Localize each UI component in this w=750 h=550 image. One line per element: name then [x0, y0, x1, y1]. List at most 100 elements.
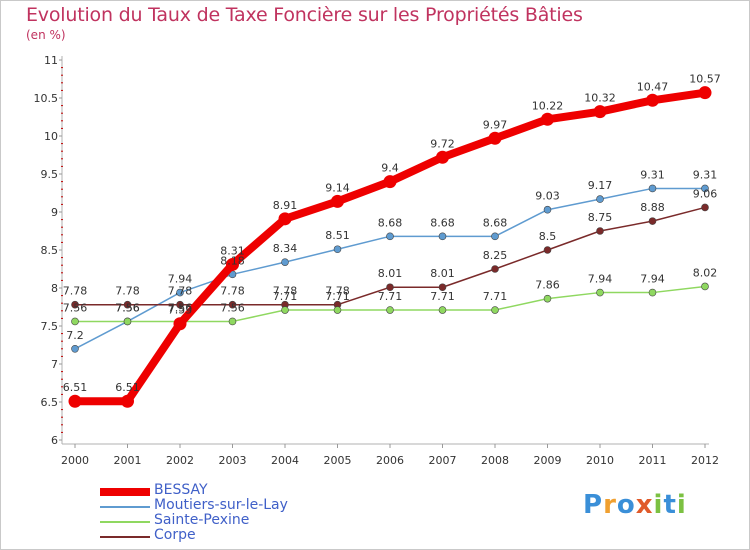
y-tick-label: 10.5	[34, 92, 59, 105]
data-label: 7.2	[66, 329, 84, 342]
legend-swatch	[100, 536, 150, 538]
data-label: 9.72	[430, 137, 455, 150]
y-tick-label: 7.5	[41, 320, 59, 333]
data-label: 9.31	[640, 168, 665, 181]
data-label: 8.88	[640, 201, 665, 214]
data-label: 8.68	[483, 216, 508, 229]
x-tick-label: 2003	[219, 454, 247, 467]
data-point	[71, 344, 79, 353]
y-tick-label: 9	[51, 206, 58, 219]
data-point	[543, 294, 552, 303]
data-point	[383, 175, 397, 189]
data-point	[228, 300, 237, 309]
y-tick-label: 8	[51, 282, 58, 295]
data-point	[648, 217, 657, 225]
logo-letter: P	[583, 490, 604, 520]
data-point	[173, 317, 187, 331]
data-label: 7.71	[378, 290, 403, 303]
y-tick-label: 9.5	[41, 168, 59, 181]
data-point	[176, 300, 184, 309]
x-tick-label: 2000	[61, 454, 89, 467]
legend-swatch	[100, 488, 150, 496]
data-point	[333, 306, 342, 314]
data-point	[71, 300, 79, 309]
data-point	[543, 246, 552, 254]
data-point	[491, 306, 499, 314]
data-point	[541, 112, 554, 126]
data-point	[648, 184, 657, 193]
data-point	[71, 317, 79, 326]
data-label: 8.91	[273, 199, 298, 212]
legend-swatch	[100, 506, 150, 508]
data-label: 7.78	[220, 285, 245, 298]
legend-label: BESSAY	[154, 482, 208, 498]
proxiti-logo: Proxiti	[583, 490, 687, 520]
logo-letter: t	[663, 490, 677, 520]
x-tick-label: 2007	[429, 454, 457, 467]
data-point	[596, 195, 604, 203]
data-point	[698, 86, 712, 100]
legend-swatch	[100, 521, 150, 523]
data-label: 10.57	[689, 73, 721, 86]
data-point	[488, 131, 502, 145]
chart-unit-label: (en %)	[26, 28, 66, 42]
data-label: 7.78	[168, 285, 193, 298]
data-label: 7.78	[273, 285, 298, 298]
legend-label: Moutiers-sur-le-Lay	[154, 497, 288, 513]
data-label: 7.71	[430, 290, 455, 303]
data-label: 7.56	[115, 301, 140, 314]
data-point	[543, 205, 552, 214]
x-tick-label: 2011	[639, 454, 667, 467]
y-tick-label: 11	[44, 54, 58, 67]
data-label: 10.47	[637, 80, 669, 93]
logo-letter: r	[603, 490, 617, 520]
data-label: 7.78	[63, 285, 88, 298]
data-label: 6.51	[63, 381, 88, 394]
x-tick-label: 2012	[691, 454, 719, 467]
x-tick-label: 2005	[324, 454, 352, 467]
y-tick-label: 6.5	[41, 396, 59, 409]
data-point	[701, 282, 709, 291]
data-label: 8.51	[325, 229, 350, 242]
x-tick-label: 2008	[481, 454, 509, 467]
data-label: 8.68	[430, 216, 455, 229]
data-label: 9.97	[483, 118, 508, 131]
data-label: 10.22	[532, 99, 564, 112]
data-point	[438, 283, 447, 292]
data-label: 8.31	[220, 244, 245, 257]
data-label: 8.25	[483, 249, 508, 262]
data-label: 7.86	[535, 279, 560, 292]
x-tick-label: 2010	[586, 454, 614, 467]
data-label: 8.34	[273, 242, 298, 255]
data-point	[491, 232, 499, 241]
data-label: 8.5	[539, 230, 557, 243]
data-label: 9.31	[693, 168, 718, 181]
data-label: 7.78	[325, 285, 350, 298]
data-point	[228, 317, 237, 326]
data-point	[176, 288, 184, 297]
data-point	[123, 300, 132, 309]
x-tick-label: 2006	[376, 454, 404, 467]
data-label: 8.02	[693, 266, 718, 279]
data-label: 7.71	[483, 290, 508, 303]
data-label: 7.94	[640, 273, 665, 286]
data-label: 9.4	[381, 162, 399, 175]
data-point	[646, 93, 659, 107]
data-point	[226, 257, 239, 271]
data-point	[281, 258, 289, 266]
logo-letter: i	[676, 490, 687, 520]
data-label: 6.51	[115, 381, 140, 394]
data-label: 8.18	[220, 254, 245, 267]
data-point	[386, 232, 394, 241]
data-point	[491, 265, 499, 273]
logo-letter: x	[635, 490, 654, 520]
data-point	[596, 288, 604, 297]
data-point	[596, 227, 604, 235]
y-tick-label: 7	[51, 358, 58, 371]
data-point	[438, 232, 447, 241]
logo-letter: o	[616, 490, 636, 520]
data-point	[333, 245, 342, 254]
series-line-bessay	[75, 88, 706, 406]
y-tick-label: 10	[44, 130, 58, 143]
